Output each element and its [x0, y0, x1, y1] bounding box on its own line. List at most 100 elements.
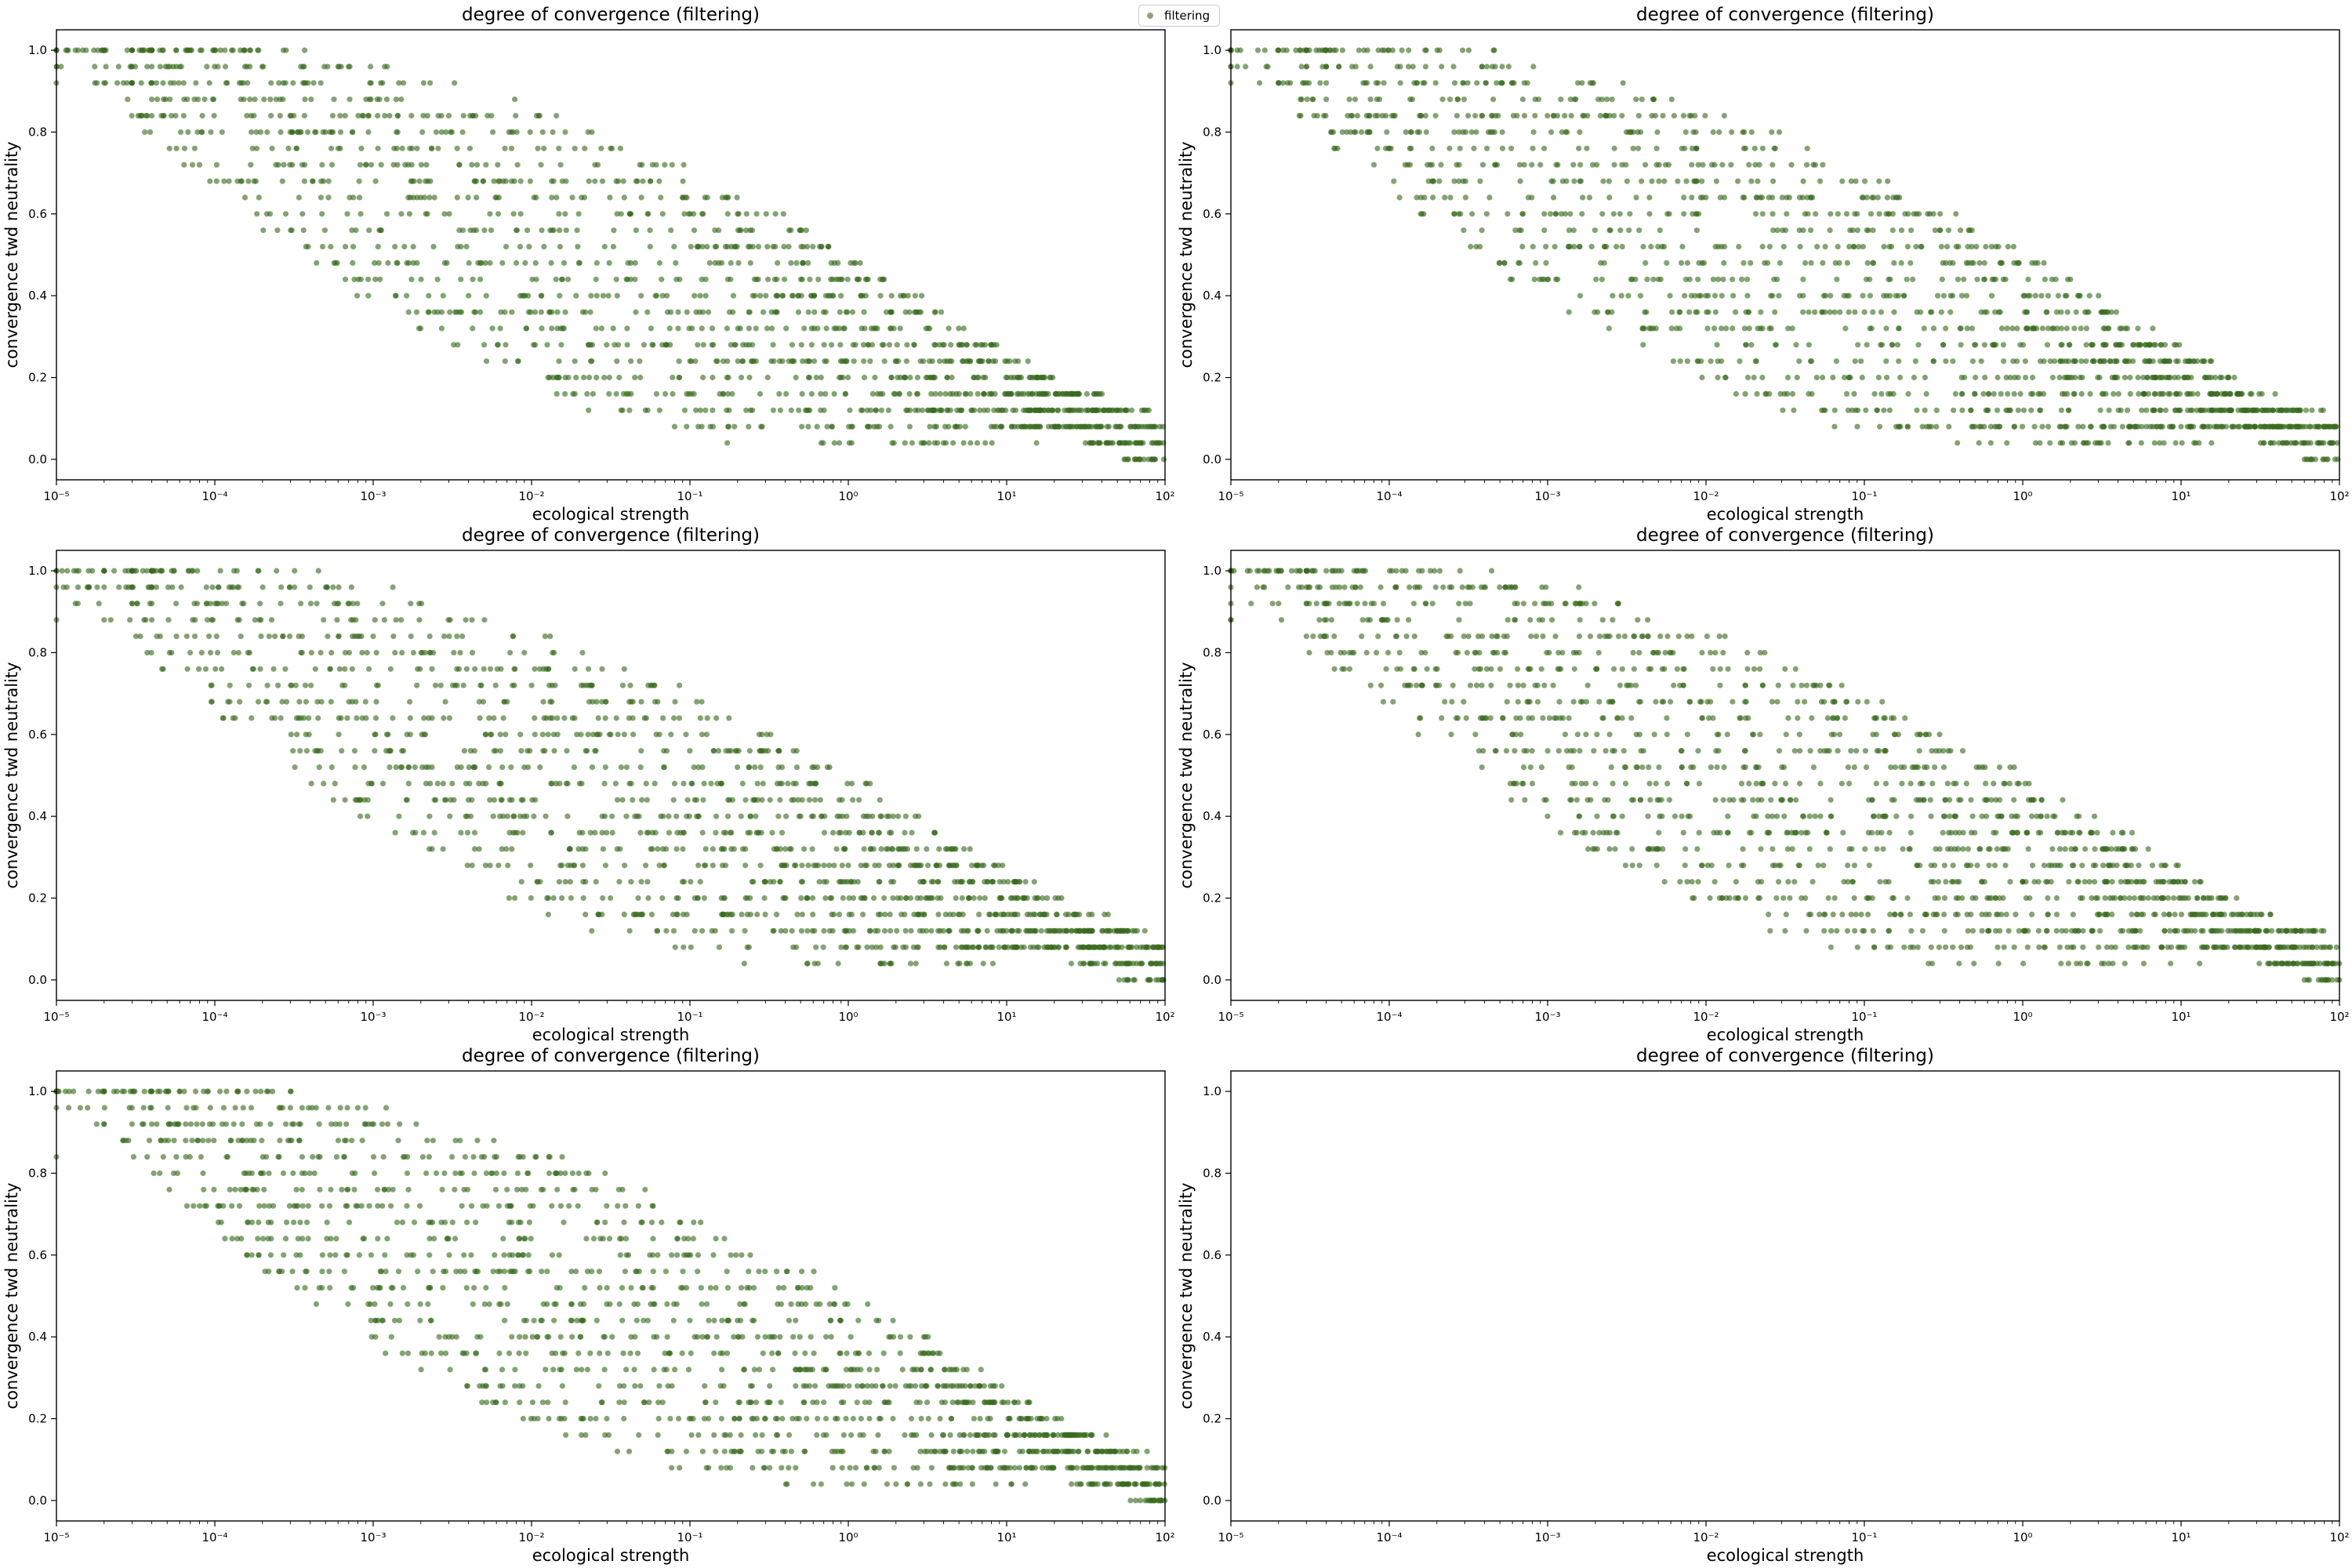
scatter-point: [1096, 440, 1102, 446]
scatter-point: [1505, 64, 1512, 70]
scatter-point: [1696, 260, 1702, 266]
scatter-point: [865, 342, 872, 348]
scatter-point: [691, 390, 697, 397]
scatter-point: [1054, 407, 1061, 413]
scatter-point: [1052, 390, 1058, 397]
scatter-point: [1550, 178, 1556, 184]
scatter-point: [764, 325, 771, 332]
scatter-point: [1417, 113, 1424, 119]
scatter-point: [1846, 292, 1852, 299]
scatter-point: [1045, 407, 1051, 413]
scatter-point: [408, 113, 415, 119]
scatter-point: [2100, 325, 2107, 332]
scatter-point: [448, 129, 454, 136]
scatter-point: [1689, 162, 1695, 168]
scatter-point: [739, 911, 745, 917]
scatter-point: [269, 715, 275, 721]
scatter-point: [437, 682, 444, 688]
scatter-point: [1436, 178, 1443, 184]
scatter-point: [541, 145, 547, 151]
scatter-point: [1649, 113, 1655, 119]
scatter-point: [1091, 440, 1097, 446]
scatter-point: [2135, 325, 2141, 332]
scatter-point: [1860, 244, 1866, 250]
scatter-point: [2320, 456, 2326, 463]
scatter-point: [1772, 309, 1778, 315]
scatter-point: [1617, 227, 1624, 234]
scatter-point: [2101, 358, 2107, 365]
scatter-point: [1609, 309, 1615, 315]
scatter-point: [226, 584, 232, 590]
scatter-point: [645, 682, 652, 688]
scatter-point: [2236, 423, 2243, 430]
scatter-point: [1987, 440, 1994, 446]
scatter-point: [339, 682, 346, 688]
scatter-point: [626, 407, 633, 413]
scatter-point: [459, 633, 466, 640]
scatter-point: [1660, 113, 1666, 119]
scatter-point: [257, 601, 263, 607]
scatter-point: [551, 748, 557, 754]
scatter-point: [676, 358, 682, 365]
scatter-point: [700, 211, 706, 217]
scatter-point: [1657, 276, 1664, 282]
scatter-point: [750, 407, 756, 413]
scatter-point: [1887, 390, 1894, 397]
scatter-point: [664, 292, 670, 299]
scatter-point: [2032, 440, 2039, 446]
scatter-point: [1548, 129, 1555, 136]
subplot-3: degree of convergence (filtering)10⁻⁵ 10⁻…: [2, 525, 1175, 1044]
scatter-point: [743, 211, 750, 217]
scatter-point: [805, 423, 811, 430]
scatter-point: [1721, 113, 1727, 119]
scatter-point: [1592, 227, 1598, 234]
scatter-point: [1684, 260, 1690, 266]
scatter-point: [712, 227, 718, 234]
scatter-point: [346, 699, 352, 705]
scatter-point: [706, 309, 712, 315]
scatter-point: [718, 846, 724, 852]
scatter-point: [2130, 358, 2136, 365]
scatter-point: [783, 325, 789, 332]
scatter-point: [1625, 129, 1632, 136]
scatter-point: [1479, 113, 1486, 119]
scatter-point: [372, 178, 379, 184]
scatter-point: [325, 633, 331, 640]
scatter-point: [624, 342, 630, 348]
scatter-point: [463, 617, 469, 623]
scatter-point: [267, 96, 274, 103]
scatter-point: [831, 390, 837, 397]
scatter-point: [310, 80, 317, 86]
scatter-point: [535, 879, 541, 885]
scatter-point: [1681, 211, 1687, 217]
scatter-point: [1639, 96, 1645, 103]
scatter-point: [278, 129, 284, 136]
scatter-point: [454, 682, 460, 688]
scatter-point: [593, 325, 599, 332]
scatter-point: [906, 423, 913, 430]
scatter-point: [1944, 244, 1951, 250]
scatter-point: [224, 80, 230, 86]
scatter-point: [1304, 96, 1310, 103]
scatter-point: [906, 309, 913, 315]
scatter-point: [330, 797, 336, 803]
scatter-point: [852, 342, 858, 348]
scatter-point: [358, 813, 364, 819]
scatter-point: [2150, 374, 2156, 381]
scatter-point: [793, 764, 800, 771]
scatter-point: [938, 407, 945, 413]
scatter-point: [529, 276, 535, 282]
scatter-point: [1677, 309, 1683, 315]
scatter-point: [222, 47, 228, 53]
scatter-point: [877, 390, 884, 397]
scatter-point: [554, 390, 560, 397]
scatter-point: [1127, 423, 1134, 430]
scatter-point: [1014, 390, 1021, 397]
scatter-point: [931, 829, 938, 836]
scatter-point: [1563, 178, 1570, 184]
scatter-point: [355, 113, 361, 119]
scatter-point: [846, 423, 852, 430]
scatter-point: [1148, 423, 1154, 430]
scatter-point: [606, 390, 612, 397]
scatter-point: [1697, 194, 1704, 201]
